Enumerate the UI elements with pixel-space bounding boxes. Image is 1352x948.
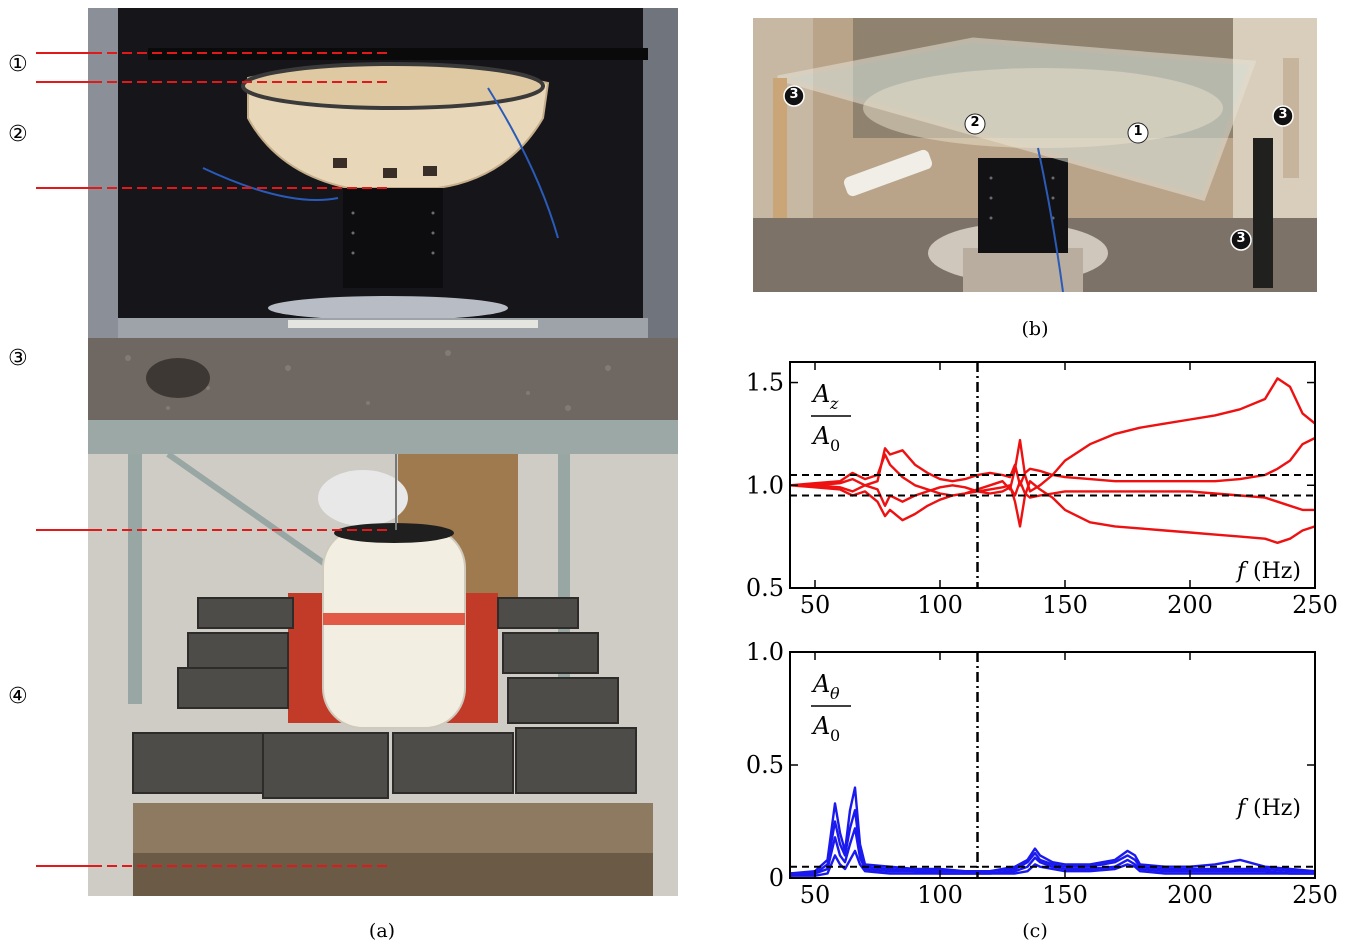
panel-b-photo: 3 2 1 3 3: [753, 18, 1317, 292]
callout-3c: 3: [1236, 231, 1246, 246]
ylabel-denominator-sub: 0: [830, 726, 840, 745]
x-tick-label: 250: [1292, 881, 1338, 909]
x-tick-label: 150: [1042, 591, 1088, 619]
series-line-4: [790, 480, 1315, 512]
x-tick-label: 200: [1167, 881, 1213, 909]
caption-a: (a): [368, 920, 396, 942]
ylabel-denominator: A: [811, 712, 830, 740]
series-line-3: [790, 827, 1315, 877]
caption-c: (c): [1022, 920, 1048, 942]
ylabel-numerator: A: [811, 670, 830, 698]
x-tick-label: 200: [1167, 591, 1213, 619]
panel-a-level-lines: [36, 52, 390, 867]
x-tick-label: 50: [800, 591, 831, 619]
x-tick-label: 250: [1292, 591, 1338, 619]
callout-3b: 3: [1278, 107, 1288, 122]
ylabel-denominator: A: [811, 422, 830, 450]
series-line-3: [790, 436, 1315, 487]
panel-b-illustration: [753, 18, 1317, 292]
x-tick-label: 100: [917, 881, 963, 909]
marker-4: ④: [8, 684, 28, 709]
series-line-4: [790, 849, 1315, 877]
plot-frame: [789, 651, 1316, 879]
marker-1: ①: [8, 52, 28, 77]
plot-frame: [789, 361, 1316, 589]
xlabel-unit: (Hz): [1253, 796, 1301, 821]
marker-2: ②: [8, 122, 28, 147]
ylabel-numerator-sub: θ: [830, 684, 840, 703]
y-tick-label: 0.5: [746, 574, 784, 602]
caption-b: (b): [1021, 318, 1049, 340]
ylabel-numerator-sub: z: [829, 394, 839, 413]
xlabel-variable: f: [1235, 559, 1249, 584]
series-line-2: [790, 809, 1315, 875]
x-tick-label: 100: [917, 591, 963, 619]
marker-3: ③: [8, 346, 28, 371]
callout-2: 2: [970, 115, 980, 130]
y-tick-label: 1.0: [746, 471, 784, 499]
y-tick-label: 0.5: [746, 751, 784, 779]
callout-3a: 3: [789, 87, 799, 102]
x-tick-label: 150: [1042, 881, 1088, 909]
ylabel-denominator-sub: 0: [830, 436, 840, 455]
y-tick-label: 1.5: [746, 369, 784, 397]
series-line-2: [790, 480, 1315, 544]
panel-a-photo: [88, 8, 678, 896]
series-line-1: [790, 377, 1315, 497]
panel-a-illustration: [88, 8, 678, 896]
x-tick-label: 50: [800, 881, 831, 909]
panel-b-callouts: [783, 85, 1294, 251]
xlabel-unit: (Hz): [1253, 559, 1301, 584]
ylabel-numerator: A: [811, 380, 830, 408]
xlabel-variable: f: [1235, 796, 1249, 821]
callout-1: 1: [1133, 124, 1143, 139]
y-tick-label: 0: [769, 864, 784, 892]
y-tick-label: 1.0: [746, 640, 784, 666]
